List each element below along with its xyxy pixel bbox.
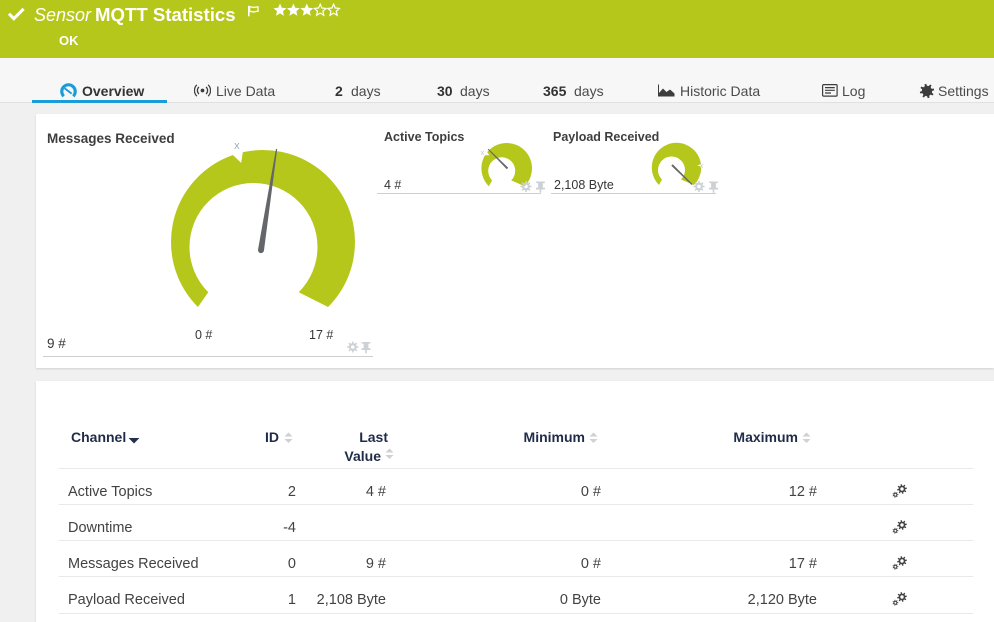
svg-text:x: x: [481, 150, 485, 157]
svg-text:x: x: [700, 163, 704, 170]
svg-text:X: X: [234, 141, 240, 151]
